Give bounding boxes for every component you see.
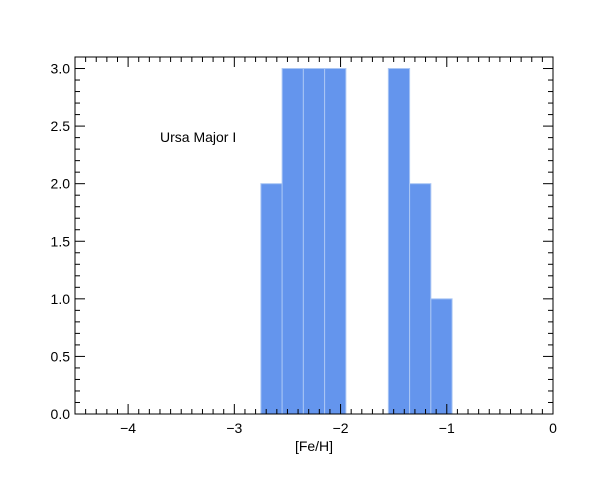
histogram-bar [260,183,283,415]
x-tick-label: −4 [120,420,136,436]
x-tick-label: 0 [549,420,557,436]
histogram-bar [324,68,347,415]
plot-frame [74,56,554,415]
x-tick-label: −3 [226,420,242,436]
x-tick-label: −1 [439,420,455,436]
y-tick-label: 2.5 [51,118,71,134]
bars-layer [260,68,453,415]
y-tick-label: 1.5 [51,233,71,249]
y-tick-label: 0.0 [51,406,71,422]
ticks-layer [74,56,554,415]
histogram-bar [409,183,432,415]
histogram-bar [281,68,304,415]
y-tick-label: 2.0 [51,176,71,192]
x-axis-label: [Fe/H] [295,438,333,454]
y-tick-label: 3.0 [51,61,71,77]
y-tick-label: 0.5 [51,348,71,364]
histogram-bar [387,68,411,415]
chart-annotation: Ursa Major I [160,129,236,145]
histogram-bar [302,68,326,415]
labels-layer: −4 −3 −2 −1 0 0.0 0.5 1.0 1.5 2.0 2.5 3.0 [51,61,558,436]
y-tick-label: 1.0 [51,291,71,307]
histogram-bar [430,298,453,415]
x-tick-label: −2 [333,420,349,436]
